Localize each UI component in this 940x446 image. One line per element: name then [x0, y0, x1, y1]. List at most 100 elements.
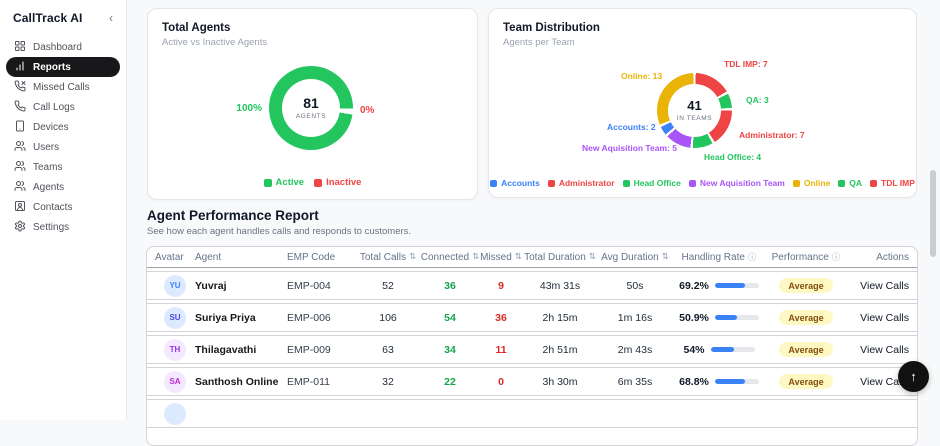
handling-rate-bar [710, 347, 755, 352]
column-header-total-calls[interactable]: Total Calls ⇅ [359, 251, 417, 263]
scroll-to-top-button[interactable]: ↑ [898, 361, 929, 392]
segment-label-qa: QA: 3 [746, 95, 769, 105]
sidebar: CallTrack AI ‹ Dashboard Reports Missed … [0, 0, 127, 420]
column-header-connected[interactable]: Connected ⇅ [420, 251, 480, 263]
performance-badge: Average [779, 374, 833, 389]
agent-name: Suriya Priya [195, 311, 256, 324]
view-calls-link[interactable]: View Calls [860, 343, 909, 356]
segment-label-new-aquisition-team: New Aquisition Team: 5 [582, 143, 677, 153]
arrow-up-icon: ↑ [910, 369, 917, 384]
card-subtitle: Active vs Inactive Agents [162, 37, 268, 48]
sidebar-item-missed-calls[interactable]: Missed Calls [6, 77, 120, 97]
table-row: SU Suriya Priya EMP-006 106 54 36 2h 15m… [147, 303, 917, 332]
info-icon[interactable]: ⓘ [831, 253, 841, 263]
segment-label-administrator: Administrator: 7 [739, 130, 805, 140]
column-header-handling-rate: Handling Rate ⓘ [681, 251, 757, 264]
sidebar-item-call-logs[interactable]: Call Logs [6, 97, 120, 117]
sidebar-item-reports[interactable]: Reports [6, 57, 120, 77]
legend-swatch [314, 178, 323, 187]
sidebar-item-contacts[interactable]: Contacts [6, 197, 120, 217]
legend-item-online[interactable]: Online [792, 178, 830, 188]
legend-item-new-aquisition-team[interactable]: New Aquisition Team [688, 178, 785, 188]
phone-icon [14, 100, 26, 115]
main-content: Total Agents Active vs Inactive Agents 1… [127, 0, 940, 446]
segment-label-head-office: Head Office: 4 [704, 152, 762, 162]
team-distribution-donut-chart: 41 IN TEAMS [657, 73, 732, 148]
legend-item-accounts[interactable]: Accounts [490, 178, 540, 188]
column-header-missed[interactable]: Missed ⇅ [480, 251, 522, 263]
legend-item-administrator[interactable]: Administrator [547, 178, 615, 188]
column-header-avatar: Avatar [155, 251, 184, 263]
total-duration: 2h 15m [542, 311, 578, 324]
view-calls-link[interactable]: View Calls [860, 279, 909, 292]
legend-swatch [547, 179, 555, 187]
agent-name: Santhosh Online [195, 375, 279, 388]
connected-calls: 36 [444, 279, 456, 292]
total-duration: 3h 30m [542, 375, 578, 388]
total-agents-donut-chart: 81 AGENTS [269, 66, 353, 150]
sidebar-item-label: Missed Calls [33, 81, 90, 93]
column-header-total-duration[interactable]: Total Duration ⇅ [524, 251, 596, 263]
agent-performance-table: Avatar Agent EMP Code Total Calls ⇅ Conne… [146, 246, 918, 446]
sidebar-item-label: Devices [33, 121, 69, 133]
table-row: SA Santhosh Online EMP-011 32 22 0 3h 30… [147, 367, 917, 396]
legend-swatch [792, 179, 800, 187]
avg-duration: 1m 16s [617, 311, 653, 324]
gear-icon [14, 220, 26, 235]
column-header-avg-duration[interactable]: Avg Duration ⇅ [601, 251, 669, 263]
agent-name: Yuvraj [195, 279, 227, 292]
grid-icon [14, 40, 26, 55]
legend-item-tdl-imp[interactable]: TDL IMP [870, 178, 915, 188]
view-calls-link[interactable]: View Calls [860, 375, 909, 388]
sort-icon[interactable]: ⇅ [588, 252, 596, 262]
app-title: CallTrack AI [13, 11, 83, 25]
legend-swatch [688, 179, 696, 187]
missed-calls: 36 [495, 311, 507, 324]
view-calls-link[interactable]: View Calls [860, 311, 909, 324]
users-icon [14, 160, 26, 175]
card-subtitle: Agents per Team [503, 37, 575, 48]
sidebar-item-label: Teams [33, 161, 63, 173]
info-icon[interactable]: ⓘ [747, 253, 757, 263]
sort-icon[interactable]: ⇅ [472, 252, 480, 262]
legend-item-active[interactable]: Active [263, 177, 304, 188]
sidebar-item-label: Contacts [33, 201, 73, 213]
column-header-actions: Actions [876, 251, 909, 263]
column-header-performance: Performance ⓘ [771, 251, 841, 264]
total-duration: 43m 31s [539, 279, 581, 292]
sidebar-item-teams[interactable]: Teams [6, 157, 120, 177]
sidebar-item-devices[interactable]: Devices [6, 117, 120, 137]
handling-rate: 50.9% [671, 312, 767, 324]
connected-calls: 34 [444, 343, 456, 356]
legend-swatch [838, 179, 846, 187]
donut-center-label: AGENTS [295, 113, 327, 121]
donut-center-value: 81 [303, 94, 319, 111]
sidebar-item-users[interactable]: Users [6, 137, 120, 157]
sidebar-item-agents[interactable]: Agents [6, 177, 120, 197]
phone-missed-icon [14, 80, 26, 95]
sidebar-item-label: Reports [33, 61, 71, 73]
total-agents-card: Total Agents Active vs Inactive Agents 1… [147, 8, 478, 200]
handling-rate: 54% [671, 344, 767, 356]
sidebar-item-label: Dashboard [33, 41, 82, 53]
users-icon [14, 140, 26, 155]
sidebar-item-dashboard[interactable]: Dashboard [6, 37, 120, 57]
vertical-scrollbar[interactable] [930, 170, 936, 257]
sidebar-item-label: Users [33, 141, 60, 153]
sidebar-header: CallTrack AI ‹ [0, 0, 126, 33]
legend-item-inactive[interactable]: Inactive [314, 177, 361, 188]
sort-icon[interactable]: ⇅ [661, 252, 669, 262]
sort-icon[interactable]: ⇅ [514, 252, 522, 262]
legend-item-head-office[interactable]: Head Office [622, 178, 681, 188]
legend-swatch [490, 179, 498, 187]
sort-icon[interactable]: ⇅ [409, 252, 417, 262]
sidebar-item-label: Agents [33, 181, 65, 193]
active-percent-label: 100% [236, 103, 262, 114]
sidebar-collapse-icon[interactable]: ‹ [109, 11, 113, 25]
avg-duration: 2m 43s [617, 343, 653, 356]
sidebar-item-settings[interactable]: Settings [6, 217, 120, 237]
legend-item-qa[interactable]: QA [838, 178, 862, 188]
team-distribution-card: Team Distribution Agents per Team 41 IN … [488, 8, 917, 198]
sidebar-item-label: Call Logs [33, 101, 75, 113]
agent-name: Thilagavathi [195, 343, 257, 356]
